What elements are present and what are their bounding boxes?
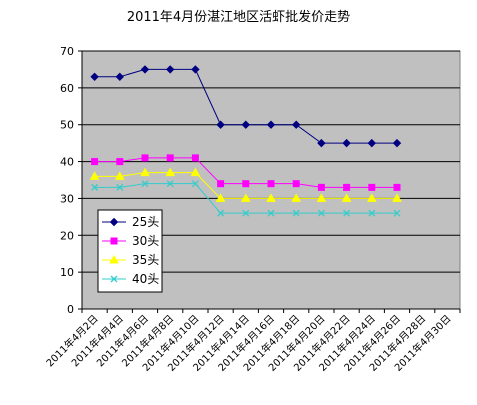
data-point (267, 180, 275, 188)
data-point (215, 193, 226, 202)
data-point (114, 171, 125, 180)
data-point (90, 72, 99, 82)
data-point (191, 154, 199, 162)
data-point (291, 193, 302, 202)
legend-marker (109, 217, 119, 227)
data-point (317, 209, 325, 217)
data-point (166, 154, 174, 162)
data-point (291, 120, 301, 129)
data-point (393, 183, 401, 191)
legend-item: 25头 (102, 215, 159, 229)
data-point (166, 180, 174, 188)
data-point (366, 193, 377, 202)
legend-item: 40头 (102, 272, 159, 286)
data-point (116, 158, 124, 166)
data-point (392, 138, 402, 148)
data-point (317, 138, 326, 148)
data-point (316, 193, 327, 202)
data-point (367, 138, 377, 148)
data-point (91, 183, 99, 191)
data-point (217, 209, 225, 217)
data-point (116, 183, 124, 191)
data-point (343, 209, 351, 217)
data-point (240, 193, 251, 202)
legend-label: 40头 (132, 272, 159, 286)
legend-marker (110, 237, 118, 245)
data-point (341, 193, 352, 202)
legend-label: 25头 (132, 215, 159, 229)
y-tick-label: 0 (67, 303, 74, 316)
data-point (292, 209, 300, 217)
data-point (190, 167, 201, 177)
data-point (140, 65, 150, 74)
legend-box (97, 209, 163, 293)
data-point (241, 120, 251, 129)
data-point (392, 193, 402, 202)
series-3 (89, 167, 402, 202)
legend-label: 30头 (132, 234, 159, 248)
y-tick-label: 60 (60, 82, 74, 95)
data-point (368, 209, 376, 217)
legend-marker (109, 254, 119, 264)
data-point (343, 183, 351, 191)
y-tick-label: 70 (60, 45, 74, 58)
data-point (267, 209, 275, 217)
data-point (317, 183, 325, 191)
data-point (342, 138, 351, 148)
data-point (216, 120, 225, 129)
legend-label: 35头 (132, 253, 159, 267)
data-point (242, 209, 250, 217)
data-point (292, 180, 300, 188)
data-point (266, 120, 276, 129)
series-2 (91, 154, 401, 191)
data-point (266, 193, 276, 202)
data-point (141, 180, 149, 188)
y-tick-label: 10 (60, 266, 74, 279)
data-point (141, 154, 149, 162)
data-point (165, 65, 175, 74)
data-point (368, 183, 376, 191)
data-point (140, 167, 150, 177)
legend-marker (110, 275, 118, 283)
data-point (89, 171, 100, 180)
series-1 (90, 65, 402, 148)
data-point (191, 180, 199, 188)
y-tick-label: 20 (60, 229, 74, 242)
chart-title: 2011年4月份湛江地区活虾批发价走势 (126, 10, 351, 25)
data-point (165, 167, 176, 177)
data-point (393, 209, 401, 217)
data-point (217, 180, 225, 188)
series-4 (91, 180, 401, 217)
data-point (242, 180, 250, 188)
y-tick-label: 40 (60, 156, 74, 169)
legend-item: 30头 (102, 234, 159, 248)
y-tick-label: 30 (60, 192, 74, 205)
y-tick-label: 50 (60, 119, 74, 132)
legend-item: 35头 (102, 253, 159, 267)
data-point (115, 72, 125, 82)
data-point (91, 158, 99, 166)
data-point (191, 65, 200, 74)
